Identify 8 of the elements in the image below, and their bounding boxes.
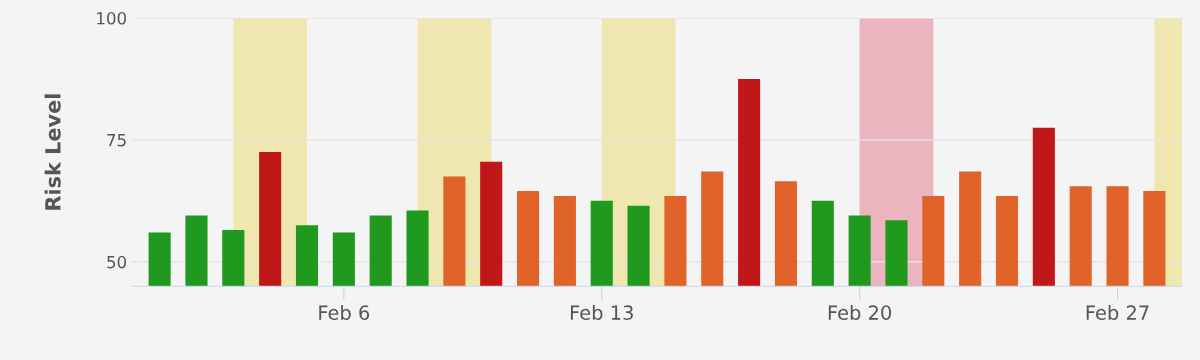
- x-tick-label: Feb 20: [828, 304, 892, 320]
- y-axis-title: Risk Level: [44, 94, 61, 210]
- x-tick-label: Feb 13: [570, 304, 633, 320]
- x-tick-label: Feb 27: [1086, 304, 1149, 320]
- y-tick-label: 75: [107, 134, 126, 147]
- y-tick-label: 50: [107, 255, 127, 269]
- y-tick-label: 100: [97, 11, 127, 25]
- x-tick-label: Feb 6: [319, 304, 370, 320]
